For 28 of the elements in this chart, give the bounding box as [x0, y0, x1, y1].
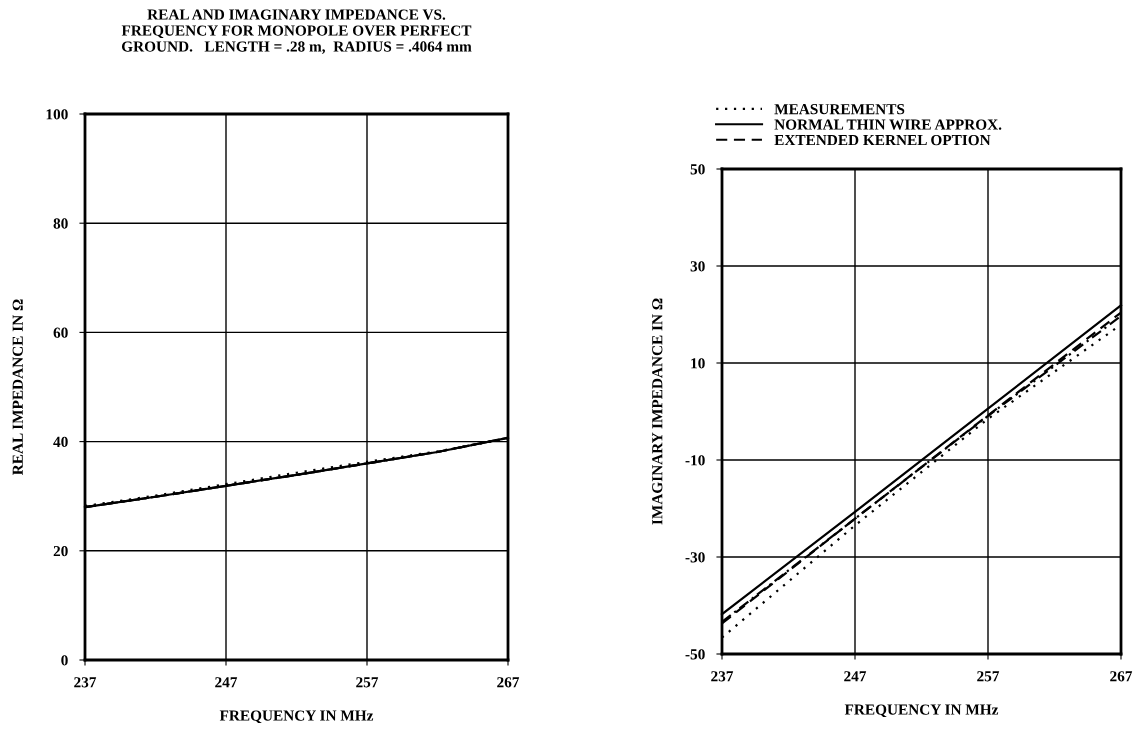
legend-label: EXTENDED KERNEL OPTION — [774, 134, 991, 146]
x-tick-label: 257 — [356, 677, 379, 688]
y-tick-label: 20 — [53, 545, 68, 557]
x-tick-label: 247 — [844, 671, 867, 682]
y-tick-label: 10 — [691, 358, 705, 369]
y-tick-label: 100 — [46, 109, 68, 120]
chart-title: REAL AND IMAGINARY IMPEDANCE VS. FREQUENCY FOR MONOPOLE OVER PERFECT GROUND. LENGTH = .28 m, RADIUS = .4064 mm — [121, 9, 472, 54]
x-tick-label: 267 — [497, 677, 520, 688]
legend-label: NORMAL THIN WIRE APPROX. — [774, 119, 1002, 130]
y-tick-label: -50 — [685, 649, 705, 660]
x-tick-label: 237 — [711, 671, 734, 682]
x-tick-label: 247 — [215, 677, 238, 688]
x-axis-title: FREQUENCY IN MHz — [219, 710, 374, 724]
y-axis-title: REAL IMPEDANCE IN Ω — [12, 299, 23, 475]
y-tick-label: 30 — [690, 261, 705, 272]
y-tick-label: 80 — [53, 218, 68, 229]
y-tick-label: 60 — [53, 327, 68, 338]
y-tick-label: -30 — [685, 552, 705, 563]
x-axis-title: FREQUENCY IN MHz — [844, 704, 999, 718]
y-tick-label: 0 — [61, 655, 68, 666]
x-tick-label: 237 — [74, 677, 97, 688]
y-axis-title: IMAGINARY IMPEDANCE IN Ω — [652, 298, 663, 525]
y-tick-label: 40 — [53, 436, 68, 448]
x-tick-label: 267 — [1110, 671, 1133, 682]
y-tick-label: 50 — [690, 164, 705, 175]
y-tick-label: -10 — [685, 455, 705, 466]
x-tick-label: 257 — [977, 671, 1000, 682]
legend-label: MEASUREMENTS — [774, 104, 905, 115]
